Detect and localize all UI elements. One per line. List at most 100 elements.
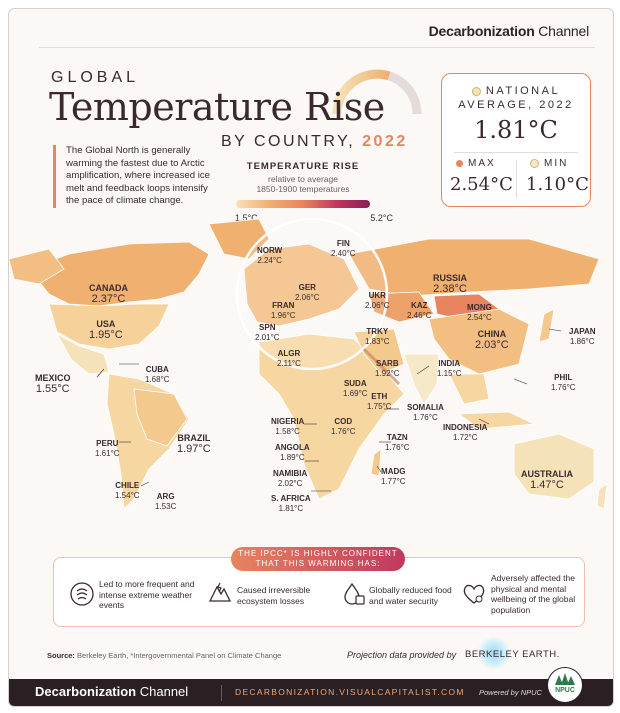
label-japan: JAPAN 1.86°C: [569, 327, 596, 346]
region-greenland: [208, 218, 270, 260]
region-canada: [28, 241, 210, 307]
top-divider: [39, 47, 595, 48]
europe-zoom-lens: [235, 217, 389, 371]
region-india: [403, 353, 440, 405]
label-spn: SPN 2.01°C: [255, 323, 280, 342]
label-eth: ETH 1.75°C: [367, 392, 392, 411]
region-usa: [48, 303, 170, 350]
region-alaska: [9, 248, 65, 285]
label-usa: USA 1.95°C: [89, 319, 123, 341]
label-norw: NORW 2.24°C: [257, 246, 283, 265]
title-global: GLOBAL: [51, 69, 140, 86]
label-algr: ALGR 2.11°C: [277, 349, 301, 368]
storm-icon: [70, 582, 94, 606]
region-madagascar: [370, 448, 382, 477]
label-phil: PHIL 1.76°C: [551, 373, 576, 392]
page-title: Temperature Rise: [49, 85, 385, 129]
label-ukr: UKR 2.06°C: [365, 291, 390, 310]
legend-sub-1: relative to average: [268, 174, 338, 184]
label-nigeria: NIGERIA 1.58°C: [271, 417, 305, 436]
impact-text-2: Caused irreversible ecosystem losses: [237, 585, 311, 606]
region-china: [428, 308, 530, 375]
label-trky: TRKY 1.83°C: [365, 327, 390, 346]
label-australia: AUSTRALIA 1.47°C: [521, 469, 573, 491]
color-legend: TEMPERATURE RISE relative to average 185…: [233, 161, 393, 223]
infographic: Decarbonization Channel GLOBAL Temperatu…: [8, 8, 614, 707]
impact-text-4: Adversely affected the physical and ment…: [491, 573, 576, 615]
region-africa: [258, 333, 405, 500]
region-indonesia: [457, 411, 536, 430]
label-somalia: SOMALIA 1.76°C: [407, 403, 444, 422]
label-mong: MONG 2.54°C: [467, 303, 492, 322]
region-japan: [538, 308, 555, 343]
water-drop-icon: [344, 582, 365, 605]
heart-icon: [463, 584, 485, 604]
region-brazil: [133, 388, 188, 447]
min-value: 1.10°C: [526, 174, 589, 195]
footer-brand: Decarbonization Channel: [35, 684, 189, 699]
stats-divider-vertical: [516, 160, 517, 198]
national-label: NATIONAL AVERAGE, 2022: [458, 85, 574, 111]
berkeley-earth-name: BERKELEY EARTH.: [465, 649, 560, 660]
stats-box: NATIONAL AVERAGE, 2022 1.81°C MAX 2.54°C …: [441, 73, 591, 207]
region-southeast-asia: [448, 373, 490, 405]
lens-handle: [362, 347, 401, 386]
region-australia: [513, 433, 595, 500]
region-russia: [348, 238, 600, 297]
legend-sub-2: 1850-1900 temperatures: [256, 184, 350, 194]
max-label: MAX: [456, 158, 496, 169]
footer-bar: Decarbonization Channel DECARBONIZATION.…: [9, 667, 613, 706]
legend-low: 1.5°C: [235, 213, 258, 223]
stats-divider: [454, 152, 578, 153]
label-madg: MADG 1.77°C: [381, 467, 406, 486]
label-tazn: TAZN 1.76°C: [385, 433, 410, 452]
label-arg: ARG 1.53C: [155, 492, 177, 511]
projection-note: Projection data provided by: [347, 650, 457, 660]
label-mexico: MEXICO 1.55°C: [35, 373, 71, 395]
label-china: CHINA 2.03°C: [475, 329, 509, 351]
legend-title: TEMPERATURE RISE: [246, 161, 360, 172]
max-value: 2.54°C: [450, 174, 513, 195]
label-s-africa: S. AFRICA 1.81°C: [271, 494, 311, 513]
region-mexico: [55, 332, 110, 375]
label-fin: FIN 2.40°C: [331, 239, 356, 258]
berkeley-earth-logo: [477, 636, 511, 670]
label-fran: FRAN 1.96°C: [271, 301, 296, 320]
label-indonesia: INDONESIA 1.72°C: [443, 423, 488, 442]
source-note: Source: Berkeley Earth, *Intergovernment…: [47, 651, 282, 660]
tree-icon: [555, 673, 575, 685]
legend-gradient: [236, 200, 370, 208]
footer-separator: [221, 685, 222, 701]
gauge-icon: [332, 69, 422, 115]
label-cod: COD 1.76°C: [331, 417, 356, 436]
label-peru: PERU 1.61°C: [95, 439, 120, 458]
title-by-country: BY COUNTRY, 2022: [221, 133, 408, 150]
label-canada: CANADA 2.37°C: [89, 283, 128, 305]
broken-ecosystem-icon: [208, 582, 232, 602]
impact-text-3: Globally reduced food and water security: [369, 585, 452, 606]
label-sarb: SARB 1.92°C: [375, 359, 400, 378]
world-map: [9, 217, 608, 510]
region-europe: [243, 243, 360, 327]
label-namibia: NAMIBIA 2.02°C: [273, 469, 308, 488]
legend-high: 5.2°C: [370, 213, 393, 223]
label-suda: SUDA 1.69°C: [343, 379, 368, 398]
region-new-zealand: [596, 483, 608, 510]
footer-powered-by: Powered by NPUC: [479, 688, 542, 697]
label-chile: CHILE 1.54°C: [115, 481, 140, 500]
label-cuba: CUBA 1.68°C: [145, 365, 170, 384]
label-india: INDIA 1.15°C: [437, 359, 462, 378]
npuc-logo: NPUC: [547, 667, 583, 703]
national-value: 1.81°C: [474, 116, 558, 144]
ipcc-pill: THE IPCC* IS HIGHLY CONFIDENT THAT THIS W…: [231, 547, 405, 571]
leader-lines: [96, 328, 562, 492]
label-kaz: KAZ 2.46°C: [407, 301, 432, 320]
label-angola: ANGOLA 1.89°C: [275, 443, 310, 462]
impact-text-1: Led to more frequent and intense extreme…: [99, 579, 195, 610]
label-brazil: BRAZIL 1.97°C: [177, 433, 211, 455]
min-label: MIN: [530, 158, 568, 169]
footer-url[interactable]: DECARBONIZATION.VISUALCAPITALIST.COM: [235, 687, 465, 697]
intro-text: The Global North is generally warming th…: [53, 145, 216, 208]
top-brand: Decarbonization Channel: [428, 23, 590, 39]
label-russia: RUSSIA 2.38°C: [433, 273, 468, 295]
